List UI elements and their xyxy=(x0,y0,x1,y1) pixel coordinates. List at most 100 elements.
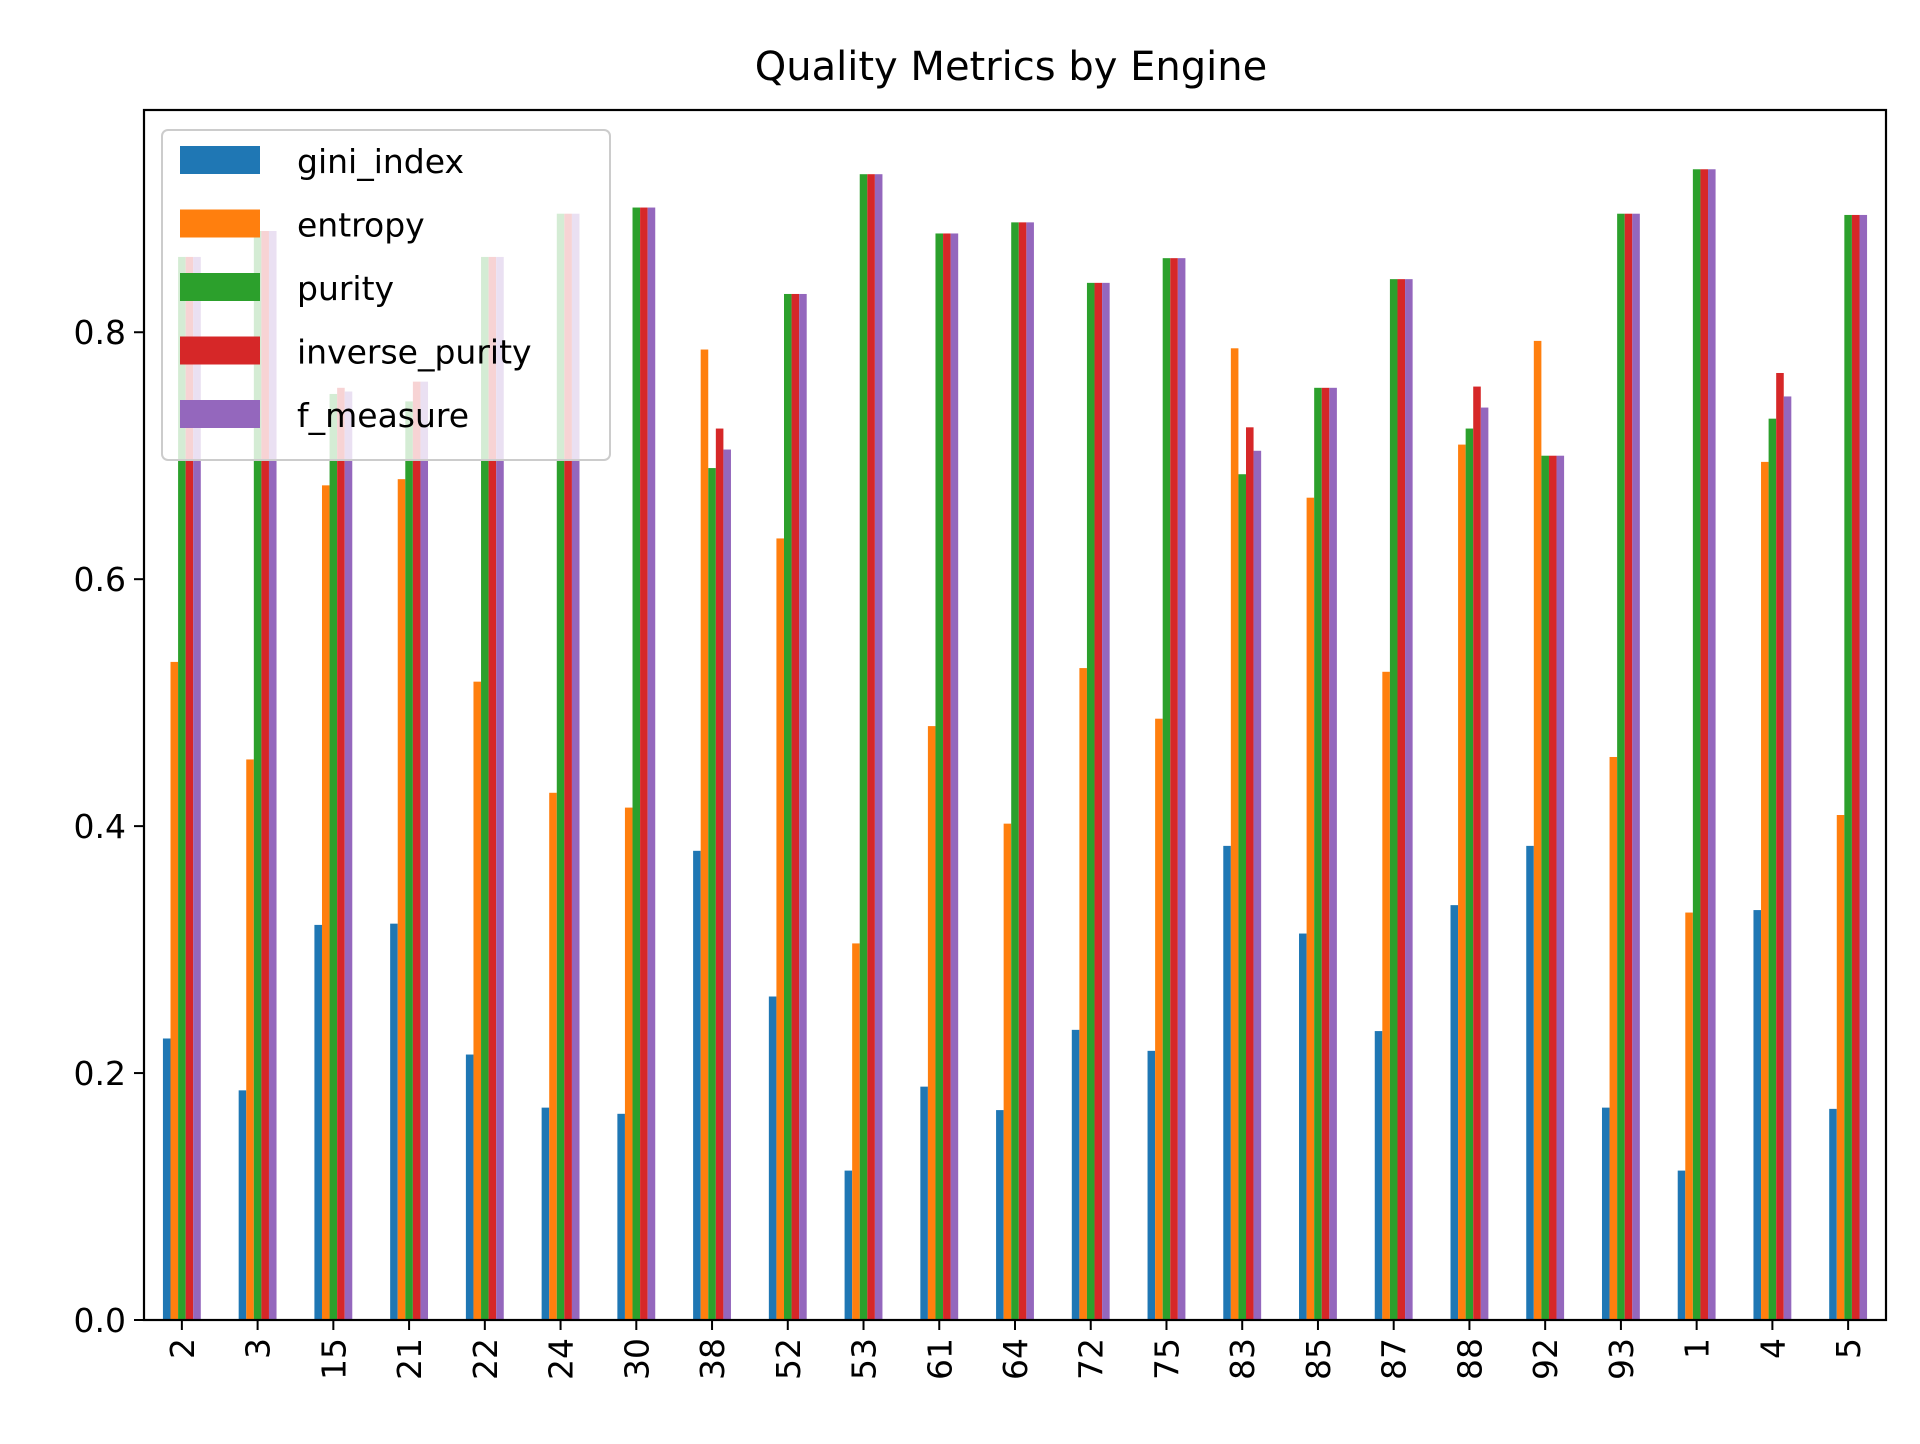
bar-purity-87 xyxy=(1389,279,1398,1320)
bar-entropy-72 xyxy=(1079,668,1087,1320)
bar-purity-61 xyxy=(935,233,944,1321)
x-tick-label: 3 xyxy=(239,1338,278,1359)
bar-purity-93 xyxy=(1617,213,1625,1321)
x-tick-label: 22 xyxy=(466,1338,505,1380)
bar-gini_index-75 xyxy=(1147,1050,1156,1320)
bar-inverse_purity-5 xyxy=(1851,214,1860,1321)
bar-gini_index-53 xyxy=(844,1170,853,1320)
bar-purity-88 xyxy=(1465,428,1474,1320)
bar-inverse_purity-38 xyxy=(715,428,724,1320)
bar-entropy-83 xyxy=(1230,348,1239,1320)
bar-purity-5 xyxy=(1844,214,1852,1321)
bar-f_measure-53 xyxy=(874,174,883,1321)
bar-f_measure-83 xyxy=(1253,450,1262,1320)
bar-gini_index-2 xyxy=(162,1038,171,1320)
legend-swatch-f_measure xyxy=(180,400,260,428)
bar-gini_index-22 xyxy=(465,1054,474,1320)
bar-entropy-30 xyxy=(624,807,633,1320)
bar-gini_index-3 xyxy=(238,1090,247,1320)
bar-f_measure-72 xyxy=(1102,282,1110,1320)
y-tick-label: 0.8 xyxy=(74,313,126,352)
bar-entropy-5 xyxy=(1836,815,1845,1320)
legend-box xyxy=(161,129,611,461)
x-tick-label: 85 xyxy=(1299,1338,1338,1380)
bar-f_measure-64 xyxy=(1026,222,1034,1321)
x-tick-label: 75 xyxy=(1147,1338,1186,1380)
x-tick-label: 64 xyxy=(996,1338,1035,1380)
bar-inverse_purity-61 xyxy=(943,233,951,1321)
series-entropy xyxy=(170,340,1845,1321)
y-tick-label: 0.4 xyxy=(74,807,126,846)
bar-purity-38 xyxy=(708,468,716,1320)
x-tick-label: 72 xyxy=(1072,1338,1111,1380)
bar-inverse_purity-1 xyxy=(1700,169,1709,1320)
bar-inverse_purity-85 xyxy=(1321,387,1330,1320)
bar-f_measure-24 xyxy=(571,213,580,1321)
bars-layer xyxy=(162,169,1868,1321)
bar-f_measure-75 xyxy=(1177,258,1186,1320)
bar-f_measure-93 xyxy=(1632,213,1640,1321)
bar-f_measure-38 xyxy=(723,449,731,1320)
bar-f_measure-5 xyxy=(1859,214,1868,1321)
x-tick-label: 21 xyxy=(390,1338,429,1380)
bar-f_measure-1 xyxy=(1708,169,1716,1320)
bar-f_measure-87 xyxy=(1405,279,1413,1320)
bar-f_measure-15 xyxy=(344,391,353,1320)
legend-label-f_measure: f_measure xyxy=(297,396,469,435)
bar-entropy-38 xyxy=(700,349,709,1320)
bar-f_measure-30 xyxy=(647,207,656,1320)
bar-f_measure-88 xyxy=(1480,407,1489,1320)
x-tick-label: 24 xyxy=(542,1338,581,1380)
bar-gini_index-38 xyxy=(693,850,701,1320)
bar-entropy-3 xyxy=(246,759,254,1320)
bar-purity-21 xyxy=(405,401,413,1320)
bar-entropy-61 xyxy=(927,726,936,1320)
bar-inverse_purity-30 xyxy=(640,207,648,1320)
bar-inverse_purity-75 xyxy=(1170,258,1178,1320)
bar-entropy-2 xyxy=(170,661,179,1320)
bar-f_measure-2 xyxy=(193,256,201,1321)
legend-label-inverse_purity: inverse_purity xyxy=(297,333,532,372)
bar-entropy-87 xyxy=(1382,671,1390,1320)
bar-gini_index-52 xyxy=(768,996,777,1320)
x-tick-label: 30 xyxy=(617,1338,656,1380)
bar-purity-52 xyxy=(784,293,792,1321)
legend-label-gini_index: gini_index xyxy=(297,142,464,181)
bar-inverse_purity-21 xyxy=(412,381,421,1320)
bar-entropy-88 xyxy=(1458,444,1466,1321)
bar-gini_index-64 xyxy=(996,1110,1004,1320)
x-tick-label: 38 xyxy=(693,1338,732,1380)
x-tick-label: 15 xyxy=(314,1338,353,1380)
chart-title: Quality Metrics by Engine xyxy=(755,44,1267,90)
x-tick-label: 61 xyxy=(920,1338,959,1380)
bar-purity-75 xyxy=(1162,258,1171,1320)
bar-f_measure-4 xyxy=(1783,396,1792,1320)
bar-inverse_purity-22 xyxy=(488,256,497,1321)
series-gini_index xyxy=(162,845,1837,1320)
series-f_measure xyxy=(193,169,1868,1321)
bar-gini_index-1 xyxy=(1677,1170,1686,1320)
bar-inverse_purity-83 xyxy=(1246,427,1254,1320)
x-tick-label: 4 xyxy=(1753,1338,1792,1359)
bar-inverse_purity-93 xyxy=(1624,213,1633,1321)
legend-swatch-gini_index xyxy=(180,146,260,174)
bar-inverse_purity-2 xyxy=(185,256,194,1321)
bar-inverse_purity-52 xyxy=(791,293,800,1321)
legend-swatch-entropy xyxy=(180,209,260,238)
bar-inverse_purity-53 xyxy=(867,174,875,1321)
y-axis: 0.0 0.2 0.4 0.6 0.8 xyxy=(74,313,144,1340)
legend-swatch-purity xyxy=(180,273,260,301)
bar-gini_index-61 xyxy=(920,1086,928,1320)
bar-purity-53 xyxy=(859,174,868,1321)
series-inverse_purity xyxy=(185,169,1860,1321)
bar-purity-30 xyxy=(632,207,641,1320)
y-tick-label: 0.2 xyxy=(74,1054,126,1093)
bar-entropy-24 xyxy=(549,792,557,1320)
bar-purity-92 xyxy=(1541,455,1549,1321)
bar-inverse_purity-72 xyxy=(1094,282,1103,1320)
bar-inverse_purity-92 xyxy=(1548,455,1557,1321)
bar-entropy-22 xyxy=(473,681,482,1320)
bar-inverse_purity-15 xyxy=(337,387,345,1320)
bar-gini_index-92 xyxy=(1526,845,1534,1320)
